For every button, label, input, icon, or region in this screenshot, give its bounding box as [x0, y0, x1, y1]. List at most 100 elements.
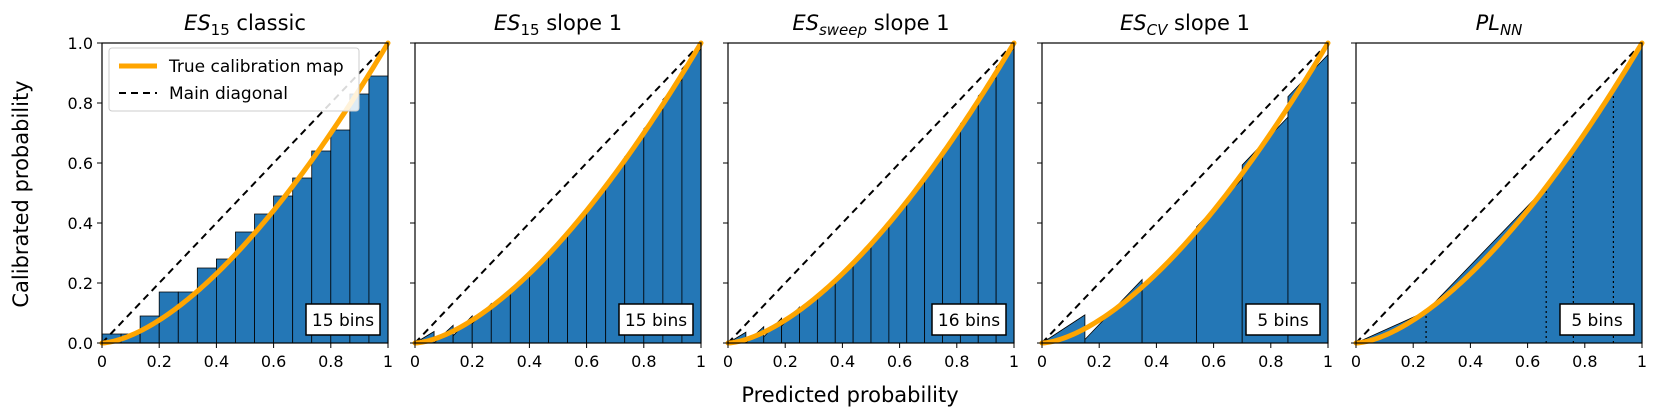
main-diagonal	[1041, 42, 1329, 344]
title-main: ES	[792, 11, 819, 35]
x-tick-label: 1	[696, 352, 706, 371]
title-rest: slope 1	[540, 11, 623, 35]
x-tick-label: 1	[1009, 352, 1019, 371]
x-tick-label: 1	[1323, 352, 1333, 371]
title-subscript: sweep	[819, 21, 867, 39]
axes-frame	[414, 42, 702, 344]
legend-true-map-label: True calibration map	[168, 57, 344, 77]
calibration-bar	[977, 76, 997, 344]
bins-annotation: 5 bins	[1257, 311, 1309, 331]
bins-annotation-box	[931, 303, 1007, 336]
x-tick-label: 0.2	[772, 352, 797, 371]
panel-4: 0 0.2 0.4 0.6 0.8 1 ESCV slope 1 5 bins	[1037, 11, 1333, 371]
panel-3: 0 0.2 0.4 0.6 0.8 1 ESsweep slope 1 16 bins	[723, 11, 1019, 371]
calibration-bar	[906, 179, 926, 344]
panel-5: 0 0.2 0.4 0.6 0.8 1 PLNN 5 bins	[1351, 11, 1647, 371]
x-tick-label: 0.6	[574, 352, 599, 371]
bins-annotation: 15 bins	[625, 311, 687, 331]
true-calibration-map	[725, 40, 1017, 346]
title-subscript: NN	[1500, 21, 1522, 39]
calibration-bar	[273, 195, 294, 344]
x-tick-label: 0.4	[517, 352, 542, 371]
legend-diagonal-label: Main diagonal	[169, 84, 288, 104]
panel-title: ES15 slope 1	[494, 11, 622, 39]
title-main: ES	[1120, 11, 1147, 35]
y-tick-label: 0.6	[68, 154, 93, 173]
x-tick-label: 0.8	[631, 352, 656, 371]
y-tick-label: 0.2	[68, 274, 93, 293]
x-tick-label: 0.6	[261, 352, 286, 371]
bins-annotation-box	[1245, 303, 1321, 336]
true-calibration-map	[1353, 40, 1645, 346]
title-subscript: 15	[211, 21, 230, 39]
x-tick-label: 0.4	[1458, 352, 1483, 371]
x-tick-label: 0.2	[1400, 352, 1425, 371]
calibration-bar	[1141, 230, 1197, 344]
y-axis-label: Calibrated probability	[9, 80, 33, 307]
panel-title: PLNN	[1476, 11, 1523, 39]
x-tick-label: 0	[410, 352, 420, 371]
calibration-bar	[368, 75, 389, 344]
title-rest: slope 1	[867, 11, 950, 35]
x-tick-label: 0.6	[1201, 352, 1226, 371]
panel-title: ESCV slope 1	[1120, 11, 1250, 39]
panel-title: ES15 classic	[184, 11, 306, 39]
bins-annotation-box	[618, 303, 694, 336]
x-tick-label: 0.8	[1258, 352, 1283, 371]
main-diagonal	[727, 42, 1015, 344]
x-tick-label: 0.2	[459, 352, 484, 371]
x-tick-label: 0.6	[1515, 352, 1540, 371]
true-calibration-map	[1039, 40, 1331, 346]
x-tick-label: 0.4	[830, 352, 855, 371]
main-diagonal	[414, 42, 702, 344]
title-subscript: CV	[1147, 21, 1169, 39]
bins-annotation: 5 bins	[1571, 311, 1623, 331]
calibration-bar	[586, 187, 607, 344]
axes-frame	[1041, 42, 1329, 344]
x-tick-label: 0	[723, 352, 733, 371]
axes-frame	[101, 42, 389, 344]
x-tick-label: 0	[1037, 352, 1047, 371]
bins-annotation-box	[305, 303, 381, 336]
y-tick-label: 0.0	[68, 334, 93, 353]
x-tick-label: 0.8	[944, 352, 969, 371]
panel-2: 0 0.2 0.4 0.6 0.8 1 ES15 slope 1 15 bins	[410, 11, 706, 371]
calibration-bar	[995, 47, 1015, 344]
y-tick-label: 0.8	[68, 94, 93, 113]
x-axis-label: Predicted probability	[741, 383, 958, 407]
legend-box	[108, 47, 360, 112]
y-tick-label: 0.4	[68, 214, 93, 233]
main-diagonal	[101, 42, 389, 344]
x-tick-label: 0.2	[1086, 352, 1111, 371]
axes-frame	[727, 42, 1015, 344]
x-tick-label: 0	[97, 352, 107, 371]
true-calibration-map	[412, 40, 704, 346]
x-tick-label: 1	[383, 352, 393, 371]
panel-1: 0 0.2 0.4 0.6 0.8 1 0.0 0.2 0.4 0.6 0.8 1.0 ES15 cla…	[68, 11, 394, 371]
title-main: PL	[1476, 11, 1500, 35]
x-tick-label: 0.8	[318, 352, 343, 371]
axes-frame	[1355, 42, 1643, 344]
x-tick-label: 1	[1637, 352, 1647, 371]
x-tick-label: 0	[1351, 352, 1361, 371]
x-tick-label: 0.8	[1572, 352, 1597, 371]
x-tick-label: 0.4	[204, 352, 229, 371]
x-tick-label: 0.6	[887, 352, 912, 371]
title-subscript: 15	[520, 21, 539, 39]
bins-annotation: 15 bins	[312, 311, 374, 331]
calibration-bar	[681, 47, 702, 344]
x-tick-label: 0.2	[146, 352, 171, 371]
y-tick-label: 1.0	[68, 34, 93, 53]
bins-annotation-box	[1559, 303, 1635, 336]
calibration-bar	[888, 202, 908, 344]
title-rest: classic	[230, 11, 306, 35]
panel-title: ESsweep slope 1	[792, 11, 949, 39]
main-diagonal	[1355, 42, 1643, 344]
bins-annotation: 16 bins	[938, 311, 1000, 331]
title-main: ES	[184, 11, 211, 35]
title-rest: slope 1	[1167, 11, 1250, 35]
title-main: ES	[494, 11, 521, 35]
x-tick-label: 0.4	[1144, 352, 1169, 371]
true-calibration-map	[99, 40, 391, 346]
